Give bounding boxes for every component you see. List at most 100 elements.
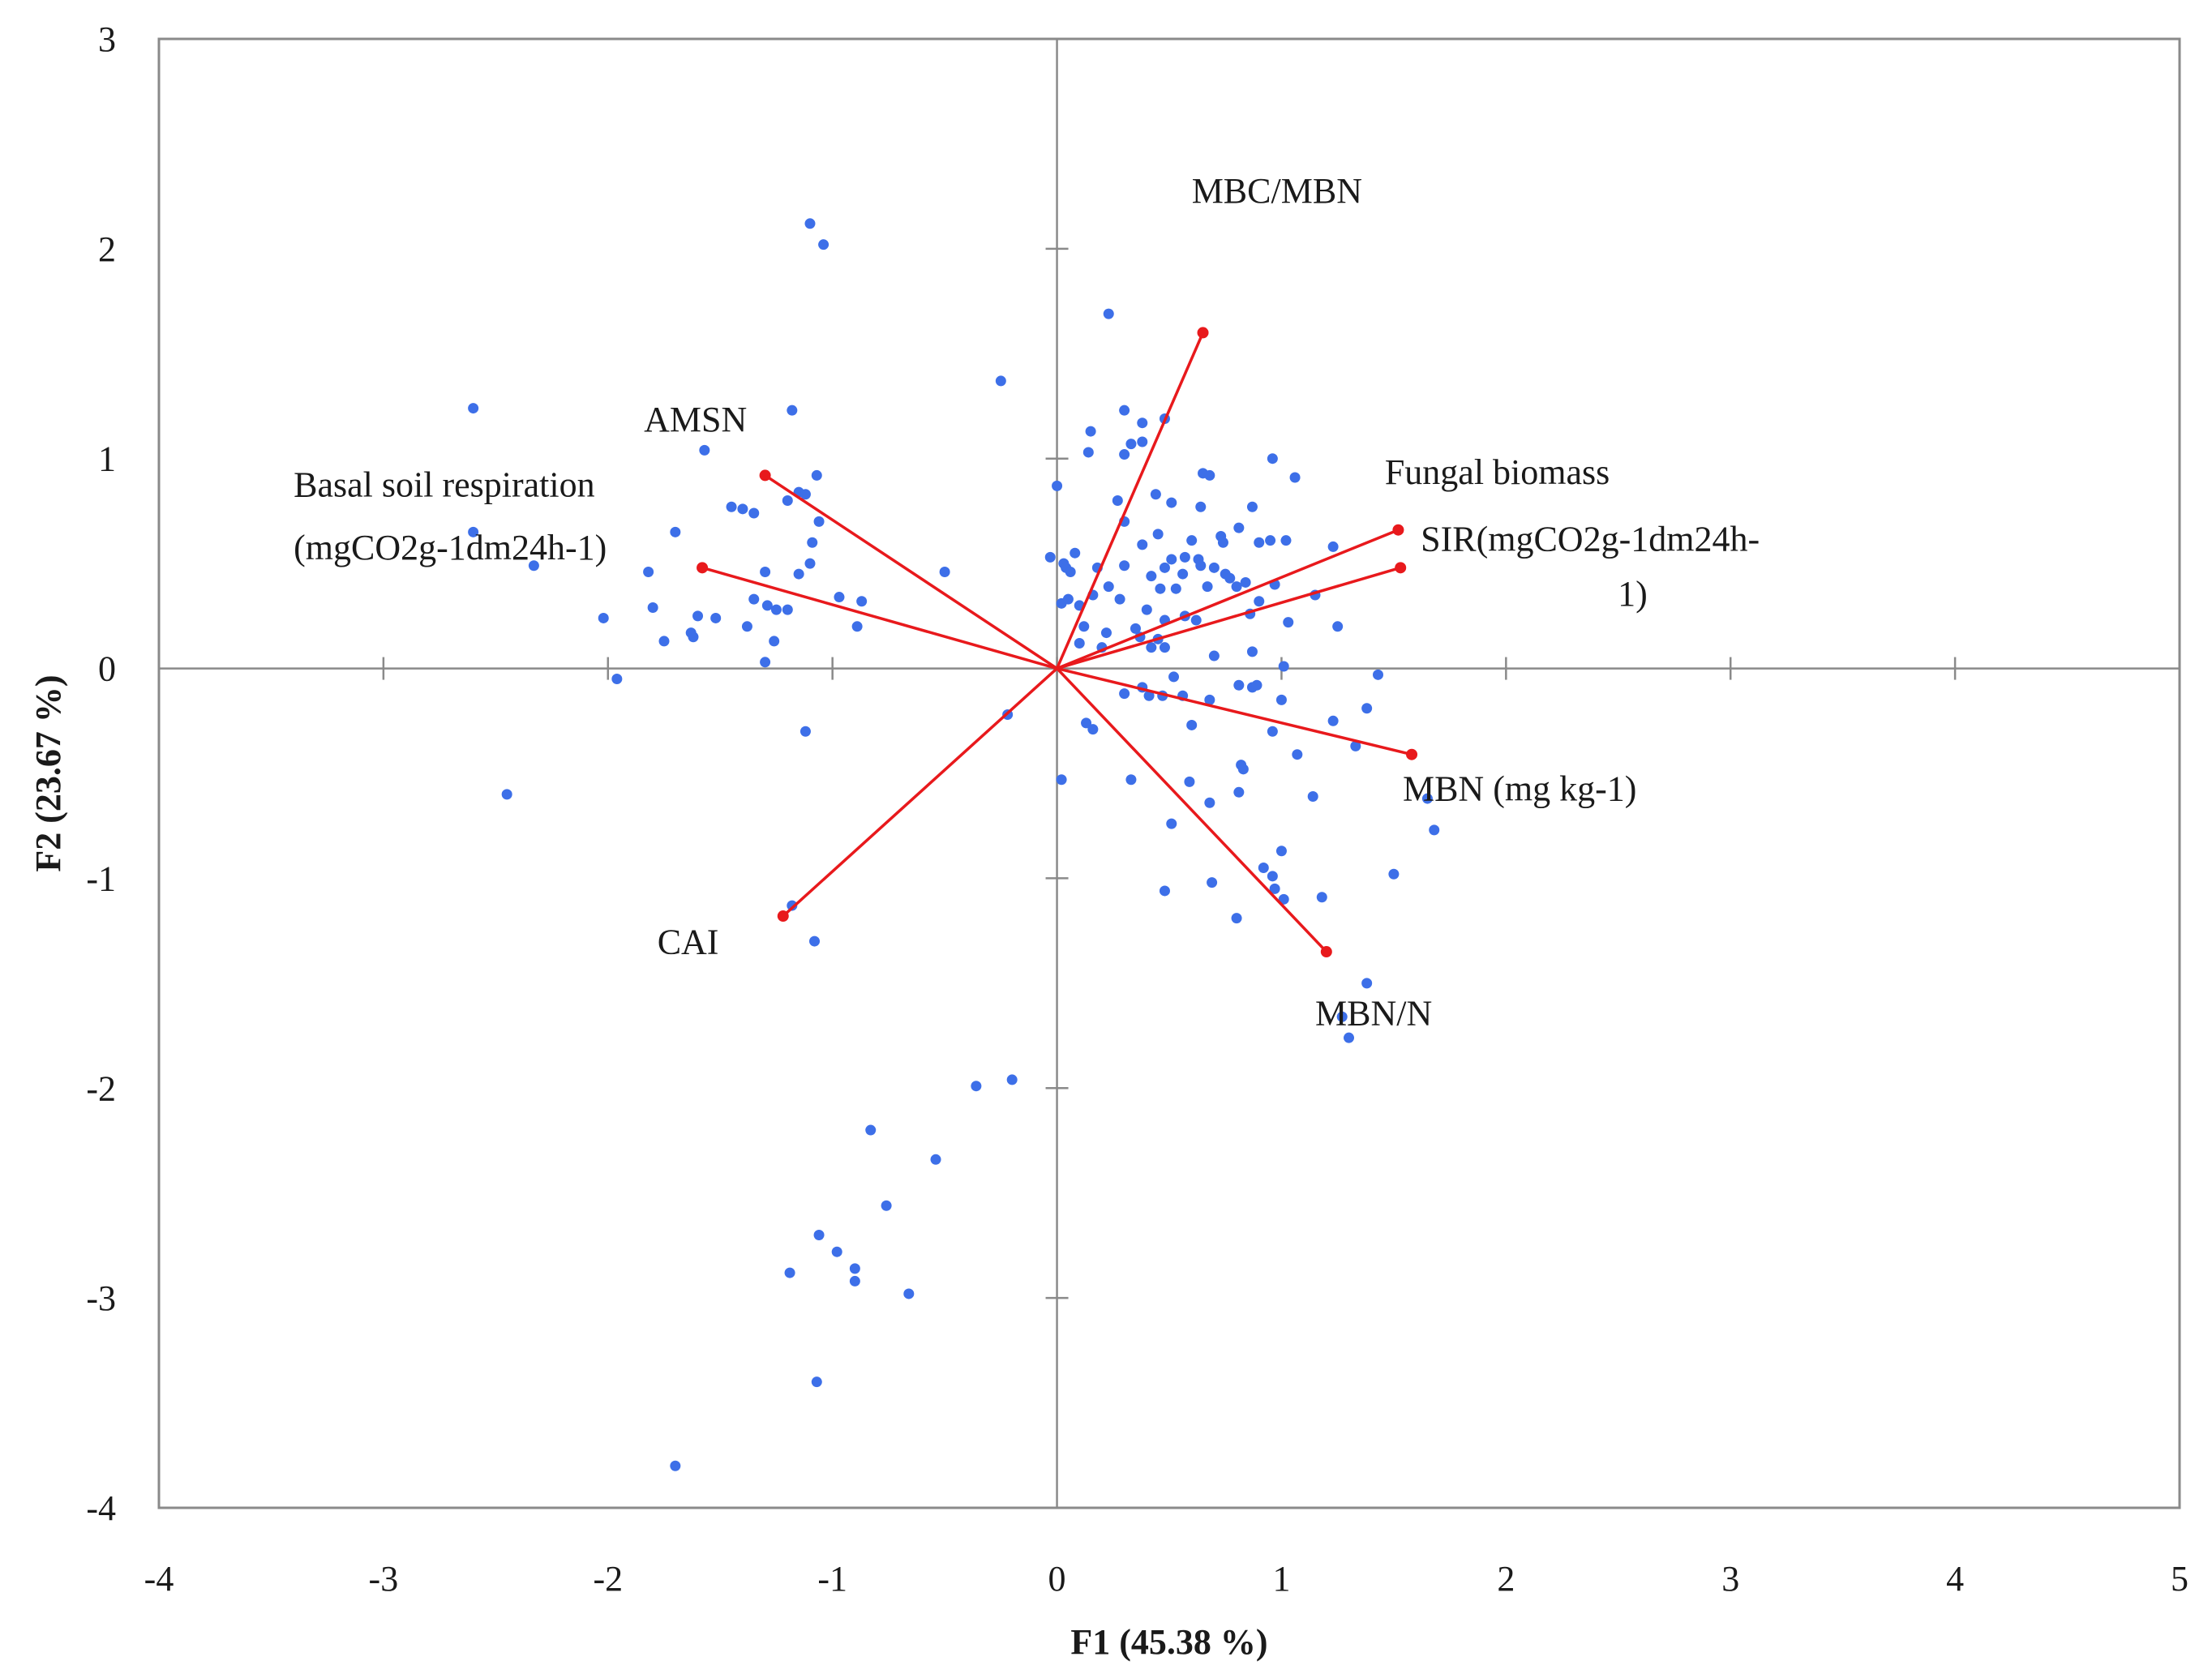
loading-vector-line (1057, 566, 1401, 670)
observation-point (856, 596, 868, 607)
observation-point (1204, 469, 1215, 481)
observation-point (769, 636, 780, 647)
vector-label: AMSN (644, 400, 747, 439)
loading-vector-line (1056, 667, 1328, 953)
observation-point (818, 239, 830, 250)
observation-point (1166, 554, 1177, 565)
observation-point (787, 900, 798, 911)
observation-point (811, 1376, 822, 1388)
observation-point (1044, 551, 1056, 563)
observation-point (1159, 885, 1170, 897)
observation-point (834, 592, 845, 603)
observation-point (598, 612, 609, 623)
observation-point (1421, 793, 1433, 804)
observation-point (995, 375, 1006, 387)
observation-point (760, 566, 771, 577)
observation-point (1275, 846, 1287, 857)
observation-point (501, 789, 512, 800)
loading-vector-endpoint (1406, 748, 1418, 760)
observation-point (1070, 547, 1081, 559)
observation-point (1278, 893, 1289, 905)
vector-label: (mgCO2g-1dm24h-1) (294, 528, 607, 567)
observation-point (1170, 583, 1181, 594)
observation-point (1316, 892, 1327, 903)
observation-point (1137, 539, 1148, 550)
observation-point (881, 1200, 892, 1211)
observation-point (658, 636, 670, 647)
x-tick-label: 3 (1721, 1559, 1739, 1599)
zero-axes (159, 39, 2180, 1508)
tick-labels: -4 -3 -2 -1 0 1 2 3 4 5 -4 -3 -2 -1 0 1 2 3 (86, 19, 2188, 1599)
x-tick-label: 1 (1272, 1559, 1290, 1599)
loading-vectors (697, 327, 1418, 958)
observation-point (1307, 790, 1318, 802)
observation-point (692, 610, 704, 622)
observation-point (1087, 724, 1099, 735)
observation-point (807, 537, 818, 548)
y-tick-label: 3 (98, 19, 116, 59)
observation-point (1361, 978, 1373, 989)
observation-point (611, 674, 623, 685)
observation-point (1186, 719, 1198, 730)
observation-point (699, 444, 710, 456)
observation-point (1137, 417, 1148, 429)
observation-point (1267, 871, 1278, 882)
vector-label: MBN/N (1315, 994, 1432, 1034)
loading-vector-endpoint (1320, 946, 1332, 958)
observation-point (1112, 494, 1123, 506)
observation-point (1237, 764, 1249, 775)
observation-point (1204, 797, 1215, 808)
observation-point (1267, 726, 1278, 737)
loading-vector-line (782, 667, 1058, 918)
observation-point (748, 507, 760, 519)
observation-point (804, 558, 816, 569)
observation-point (1150, 489, 1161, 500)
observation-point (1125, 439, 1137, 450)
observation-point (1224, 572, 1236, 584)
observation-point (813, 516, 825, 527)
observation-point (1159, 562, 1170, 573)
y-tick-label: -2 (86, 1068, 116, 1108)
observation-point (1082, 447, 1094, 458)
tick-marks (382, 247, 1957, 1299)
y-tick-label: -3 (86, 1278, 116, 1318)
observation-point (760, 657, 771, 668)
observation-point (1233, 679, 1245, 691)
observation-point (1130, 623, 1141, 634)
loading-vector-line (1057, 666, 1413, 756)
observation-point (1103, 308, 1114, 319)
observation-point (1119, 688, 1130, 700)
observation-point (1240, 576, 1251, 588)
observation-point (1143, 690, 1155, 701)
observation-point (804, 218, 816, 229)
observation-point (1388, 868, 1400, 880)
observation-point (1327, 715, 1339, 726)
observation-point (1065, 566, 1076, 577)
observation-point (1327, 541, 1339, 552)
observation-point (1429, 824, 1440, 836)
observation-point (1267, 453, 1278, 465)
observation-point (1254, 596, 1265, 607)
observation-point (1081, 717, 1092, 729)
observation-point (1119, 449, 1130, 460)
x-tick-label: -2 (593, 1559, 623, 1599)
observation-point (1100, 627, 1112, 639)
loading-vector-line (1056, 529, 1400, 670)
observation-point (1361, 703, 1373, 714)
x-tick-label: -1 (817, 1559, 847, 1599)
observation-point (1146, 642, 1157, 653)
observation-point (1078, 621, 1090, 632)
vector-label: MBC/MBN (1192, 171, 1362, 211)
x-tick-label: -4 (144, 1559, 174, 1599)
observation-point (1184, 776, 1195, 787)
observation-point (1186, 535, 1198, 546)
observation-point (1233, 786, 1245, 798)
observation-point (710, 612, 722, 623)
observation-point (1207, 877, 1218, 888)
observation-point (1177, 568, 1189, 580)
observation-point (1280, 535, 1292, 546)
observation-point (1233, 522, 1245, 533)
observation-point (748, 593, 760, 605)
observation-point (782, 604, 793, 615)
observation-point (1119, 405, 1130, 416)
